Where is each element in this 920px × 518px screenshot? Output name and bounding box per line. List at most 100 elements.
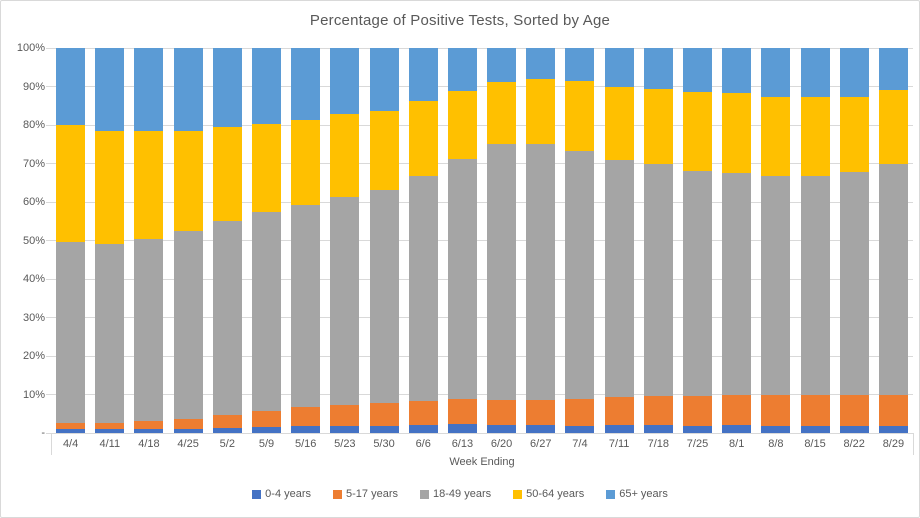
bar-8/29 [878,48,908,433]
bar-segment-0-4-years [761,426,791,433]
bar-4/11 [95,48,125,433]
bar-segment-65+-years [252,48,281,124]
bar-segment-50-64-years [408,101,438,176]
bar-5/2 [212,48,242,433]
bar-segment-18-49-years [408,175,438,402]
legend-label: 0-4 years [265,488,312,500]
y-axis-tick [46,86,51,87]
bar-segment-5-17-years [800,395,830,426]
bar-segment-5-17-years [526,400,556,425]
bar-segment-65+-years [878,48,908,90]
bar-segment-50-64-years [761,97,791,176]
bar-segment-50-64-years [526,79,556,144]
y-axis-label: 20% [22,350,45,362]
bar-segment-65+-years [447,48,477,91]
x-axis-label: 6/27 [530,438,552,450]
x-axis-label: 7/11 [608,438,630,450]
bar-8/22 [839,48,869,433]
gridline [51,201,913,203]
bar-segment-18-49-years [800,175,830,396]
bar-segment-0-4-years [878,426,908,433]
x-axis-label: 8/1 [729,438,745,450]
bar-segment-18-49-years [643,163,673,396]
x-axis-label: 8/29 [882,438,905,450]
legend-item-5-17-years: 5-17 years [333,488,398,500]
bar-segment-65+-years [839,48,869,97]
x-axis-label: 8/15 [804,438,826,450]
bar-segment-65+-years [683,48,712,92]
bar-segment-0-4-years [643,424,673,433]
bar-segment-0-4-years [95,429,125,433]
bar-segment-5-17-years [604,396,634,425]
y-axis-label: 60% [22,196,45,208]
bar-segment-5-17-years [839,394,869,426]
gridline [51,47,913,49]
bar-segment-18-49-years [526,143,556,401]
y-axis-tick [46,201,51,203]
y-axis-label: 40% [22,273,45,285]
legend-swatch-icon [333,489,343,499]
legend-swatch-icon [606,489,616,499]
bar-segment-50-64-years [643,88,673,164]
bar-5/23 [330,48,360,433]
x-axis-label: 4/11 [99,438,121,450]
x-axis-label: 6/20 [490,438,513,450]
bar-segment-0-4-years [722,425,752,433]
bar-segment-0-4-years [330,426,360,433]
bar-segment-65+-years [291,48,321,121]
gridline [51,124,913,126]
bar-segment-65+-years [487,48,517,82]
bar-segment-50-64-years [291,120,321,206]
bar-segment-18-49-years [447,158,477,400]
bar-segment-18-49-years [134,238,164,422]
bar-4/4 [56,48,86,433]
bar-segment-5-17-years [252,411,281,428]
y-axis-label: 70% [22,157,45,170]
bar-segment-50-64-years [134,130,164,239]
bar-segment-65+-years [800,48,830,97]
bar-segment-5-17-years [565,399,595,426]
x-axis-label: 5/30 [373,438,395,450]
gridline [51,394,913,395]
y-axis-tick [46,240,51,241]
bar-segment-5-17-years [487,399,517,425]
legend-item-65+-years: 65+ years [606,488,668,500]
bar-5/16 [291,48,321,433]
legend-item-18-49-years: 18-49 years [420,488,491,500]
bar-segment-0-4-years [212,428,242,433]
bar-segment-0-4-years [56,429,86,433]
bar-segment-50-64-years [252,123,281,213]
y-axis-tick [46,124,51,126]
bar-segment-0-4-years [134,429,164,433]
y-axis-label: 80% [22,119,45,131]
bar-segment-18-49-years [839,172,869,395]
bar-segment-50-64-years [95,130,125,245]
bar-segment-18-49-years [761,175,791,395]
bar-segment-5-17-years [212,414,242,428]
bar-segment-50-64-years [173,130,203,231]
bar-segment-50-64-years [878,89,908,164]
bar-7/18 [643,48,673,433]
gridline [51,432,913,434]
y-axis-tick [46,317,51,318]
x-axis-end-tick [50,433,52,455]
y-axis-tick [46,278,51,280]
bar-segment-65+-years [212,48,242,127]
y-axis-label: - [41,427,45,439]
bar-5/30 [369,48,399,433]
x-axis-label: 5/9 [258,438,275,450]
x-axis-end-tick [912,433,914,455]
bar-segment-18-49-years [604,159,634,397]
bar-segment-0-4-years [487,424,517,433]
bar-segment-65+-years [565,48,595,81]
y-axis-tick [46,355,51,357]
bar-8/8 [761,48,791,433]
bar-segment-5-17-years [643,395,673,425]
bar-segment-5-17-years [722,395,752,426]
bar-segment-18-49-years [330,196,360,406]
bar-segment-18-49-years [565,151,595,400]
legend-swatch-icon [420,489,430,499]
bar-segment-65+-years [369,48,399,111]
bar-segment-0-4-years [369,425,399,433]
bar-6/13 [447,48,477,433]
